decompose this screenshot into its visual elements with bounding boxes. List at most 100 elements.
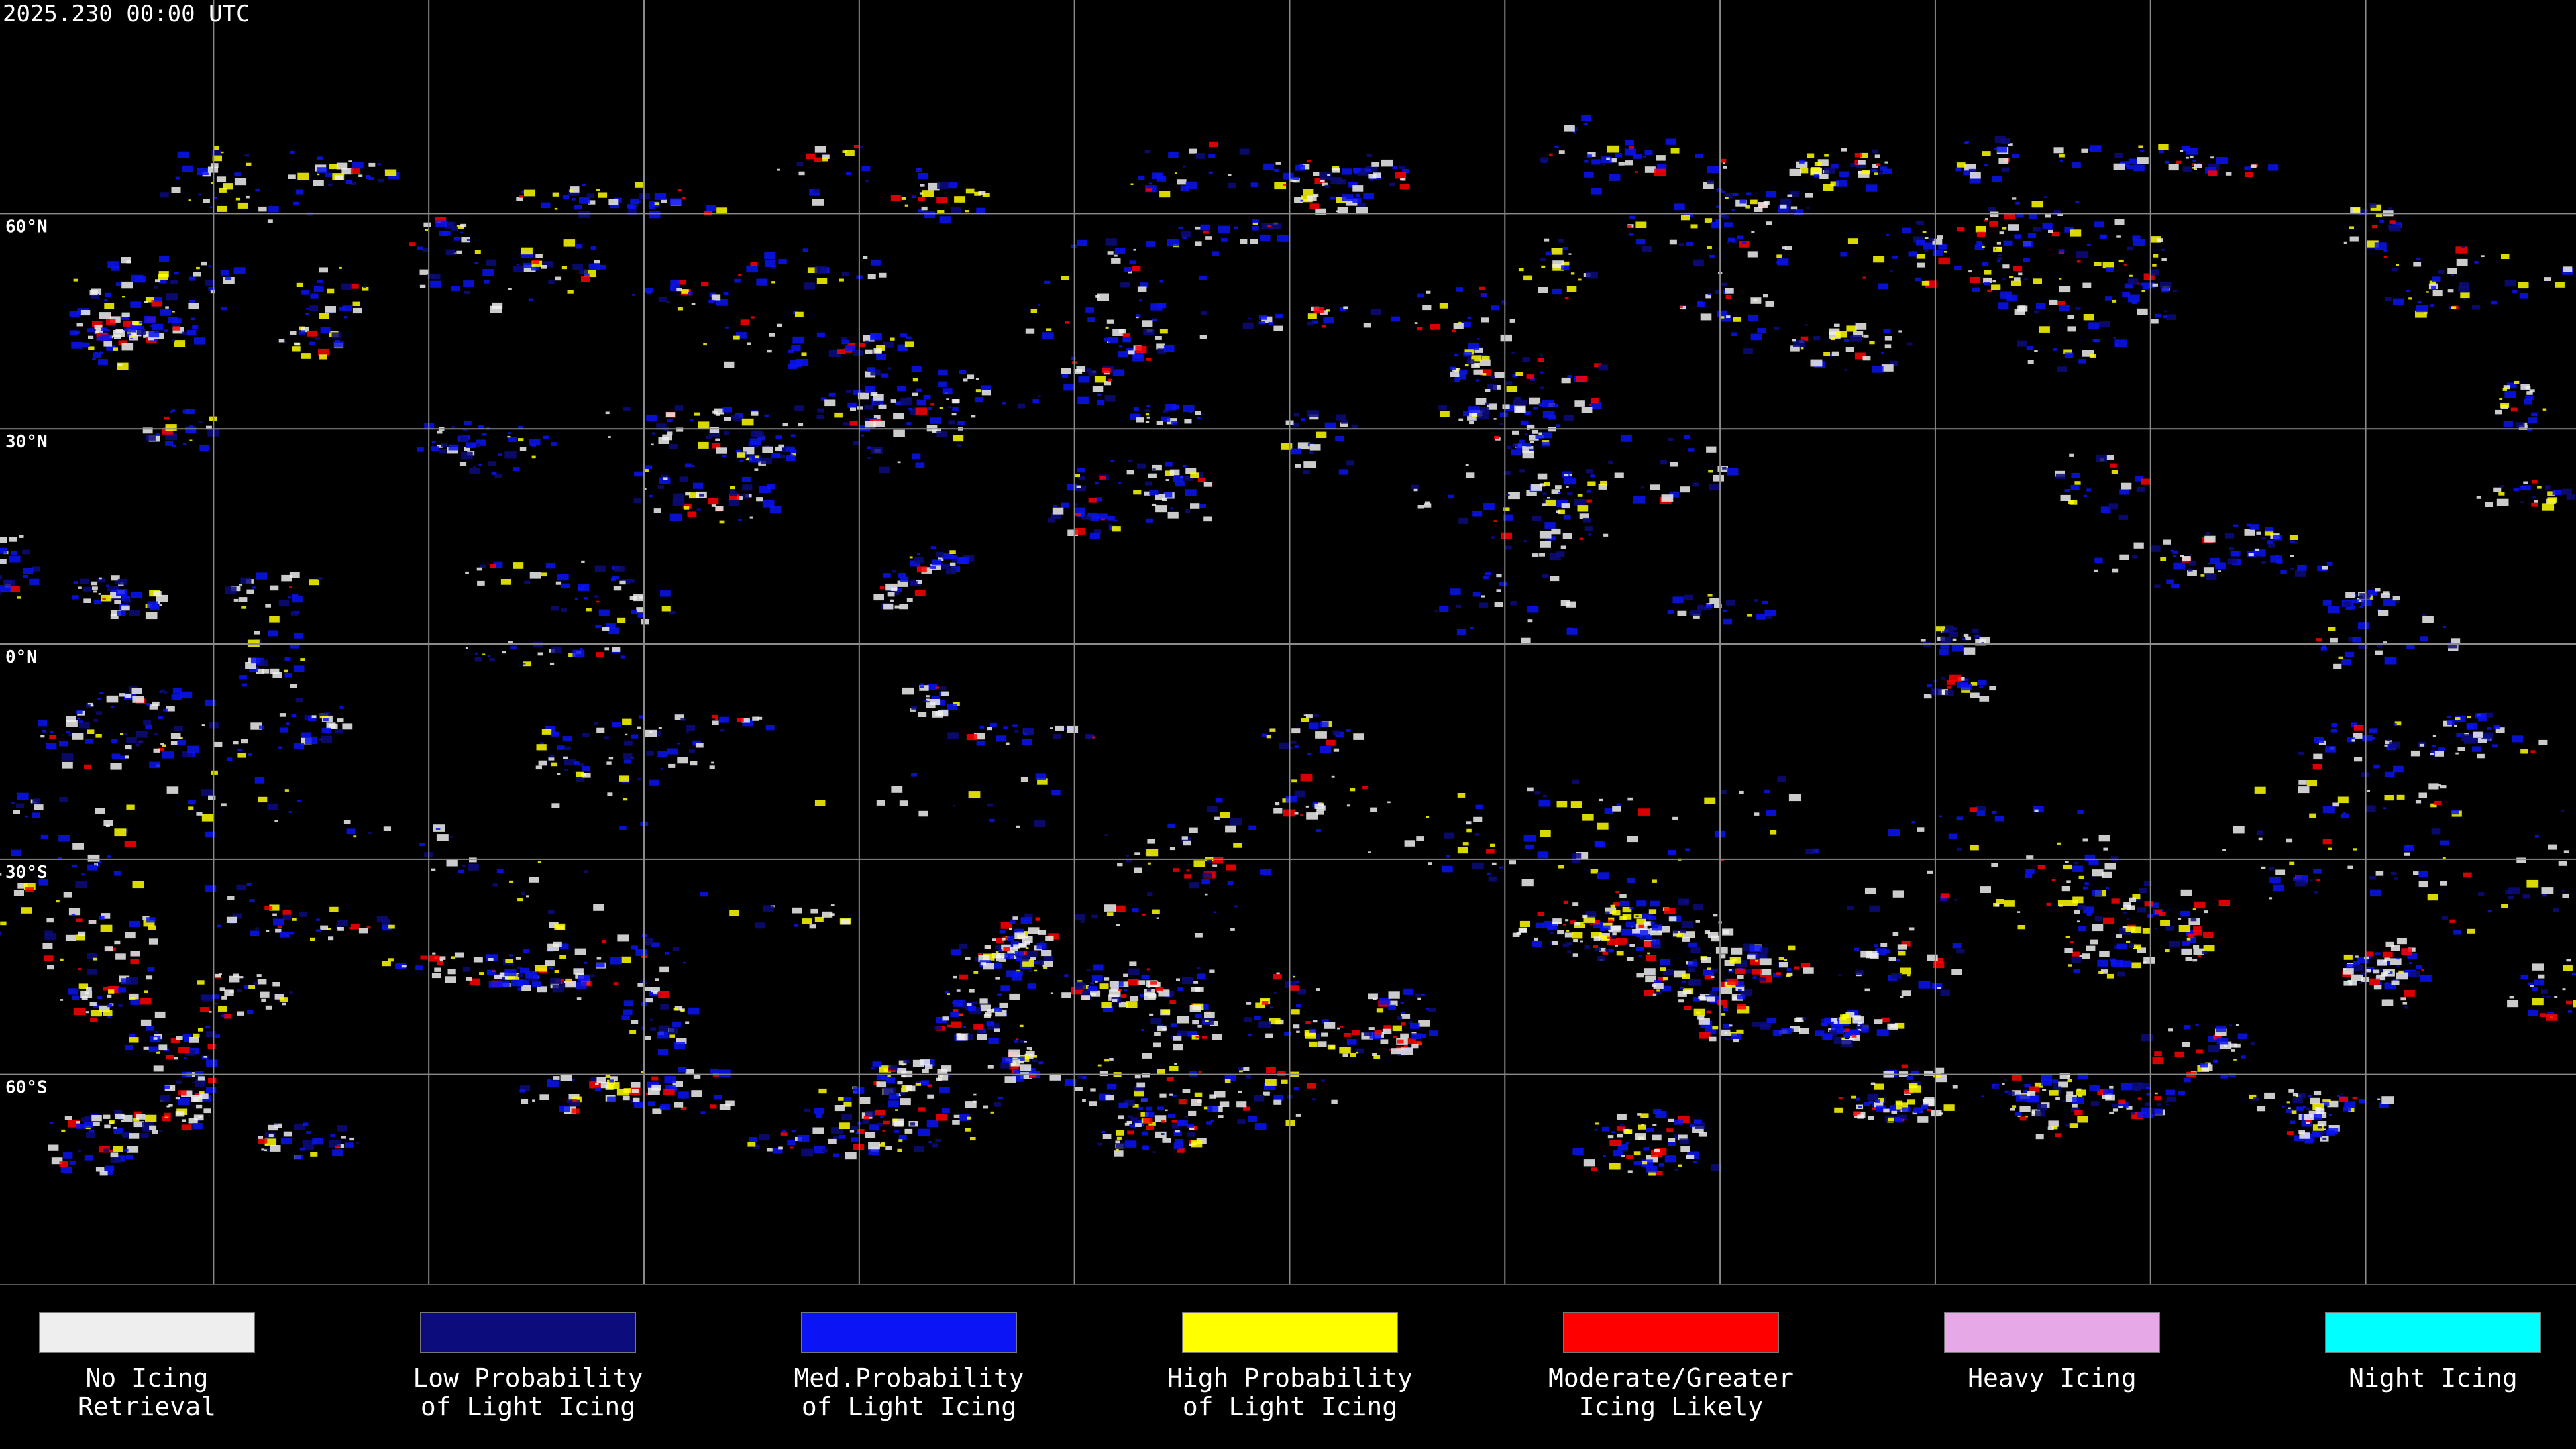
icing-pixel	[1635, 239, 1646, 245]
icing-pixel	[671, 283, 676, 286]
icing-pixel	[676, 1038, 687, 1044]
icing-pixel	[1673, 970, 1686, 978]
icing-pixel	[1373, 998, 1377, 1000]
icing-pixel	[1839, 1017, 1851, 1024]
icing-pixel	[738, 273, 742, 276]
icing-pixel	[1688, 942, 1697, 948]
icing-pixel	[181, 1124, 192, 1131]
icing-pixel	[1345, 199, 1358, 206]
icing-pixel	[1922, 1099, 1927, 1102]
icing-pixel	[1790, 1026, 1801, 1032]
icing-pixel	[2458, 286, 2469, 293]
icing-pixel	[2548, 844, 2557, 850]
icing-pixel	[1147, 839, 1155, 844]
icing-pixel	[462, 864, 466, 868]
icing-pixel	[463, 280, 474, 287]
icing-pixel	[494, 474, 502, 478]
icing-pixel	[1314, 178, 1325, 184]
icing-pixel	[134, 276, 146, 283]
icing-pixel	[2514, 380, 2520, 384]
icing-pixel	[874, 401, 880, 405]
icing-pixel	[2016, 213, 2024, 218]
icing-pixel	[677, 743, 680, 745]
icing-pixel	[111, 753, 121, 759]
icing-pixel	[2417, 301, 2422, 304]
icing-pixel	[1844, 339, 1849, 342]
icing-pixel	[1136, 980, 1146, 985]
icing-pixel	[901, 197, 906, 200]
icing-pixel	[1635, 171, 1638, 173]
icing-pixel	[2267, 164, 2279, 171]
icing-pixel	[246, 589, 254, 594]
icing-pixel	[777, 168, 780, 171]
icing-pixel	[1220, 812, 1230, 818]
icing-pixel	[523, 661, 531, 667]
icing-pixel	[341, 283, 352, 290]
icing-pixel	[877, 1122, 883, 1126]
icing-pixel	[582, 773, 591, 778]
icing-pixel	[1949, 674, 1961, 682]
icing-pixel	[358, 928, 368, 934]
icing-pixel	[1353, 168, 1361, 173]
icing-pixel	[88, 920, 97, 924]
icing-pixel	[1133, 407, 1139, 411]
icing-pixel	[918, 1128, 930, 1136]
icing-pixel	[1743, 348, 1753, 354]
icing-pixel	[1051, 790, 1061, 796]
icing-pixel	[839, 278, 844, 282]
icing-pixel	[1562, 533, 1572, 539]
icing-pixel	[2023, 241, 2033, 248]
icing-pixel	[1609, 158, 1617, 163]
icing-pixel	[1855, 323, 1867, 330]
icing-pixel	[2023, 258, 2031, 262]
icing-pixel	[1266, 1067, 1276, 1073]
icing-pixel	[2381, 1096, 2394, 1104]
icing-pixel	[1077, 239, 1087, 246]
icing-pixel	[1527, 606, 1539, 613]
icing-pixel	[1333, 748, 1340, 752]
icing-pixel	[1422, 305, 1432, 311]
icing-pixel	[121, 1114, 133, 1122]
icing-pixel	[1061, 502, 1069, 508]
icing-pixel	[1339, 307, 1347, 311]
icing-pixel	[1130, 1124, 1135, 1128]
icing-pixel	[80, 310, 91, 316]
icing-pixel	[1148, 1122, 1156, 1126]
icing-pixel	[1690, 1124, 1695, 1128]
icing-pixel	[2527, 982, 2533, 986]
icing-pixel	[918, 209, 924, 213]
icing-pixel	[1265, 1079, 1277, 1086]
icing-pixel	[2205, 532, 2211, 535]
icing-pixel	[1561, 377, 1571, 384]
icing-pixel	[1309, 203, 1319, 209]
icing-pixel	[2289, 861, 2295, 865]
icing-pixel	[2270, 555, 2282, 563]
icing-pixel	[2144, 901, 2153, 907]
icing-pixel	[876, 354, 886, 360]
icing-pixel	[382, 924, 392, 931]
icing-pixel	[1499, 866, 1503, 869]
icing-pixel	[602, 627, 610, 631]
icing-pixel	[1658, 1163, 1664, 1167]
icing-pixel	[2070, 941, 2074, 943]
icing-pixel	[934, 1026, 942, 1030]
icing-pixel	[1938, 244, 1947, 250]
icing-pixel	[437, 444, 443, 448]
icing-pixel	[1929, 238, 1935, 241]
icing-pixel	[2343, 241, 2347, 244]
icing-pixel	[1466, 472, 1475, 478]
icing-pixel	[2298, 751, 2304, 755]
icing-pixel	[1547, 926, 1554, 931]
icing-pixel	[290, 643, 300, 649]
icing-pixel	[816, 278, 828, 284]
icing-pixel	[1668, 1118, 1674, 1122]
icing-pixel	[1745, 205, 1750, 209]
icing-pixel	[177, 151, 189, 158]
icing-pixel	[1590, 869, 1599, 874]
icing-pixel	[296, 282, 303, 287]
icing-pixel	[1979, 686, 1983, 688]
icing-pixel	[1839, 171, 1849, 177]
icing-pixel	[2532, 987, 2538, 991]
icing-pixel	[83, 598, 91, 603]
icing-pixel	[1206, 1121, 1212, 1125]
